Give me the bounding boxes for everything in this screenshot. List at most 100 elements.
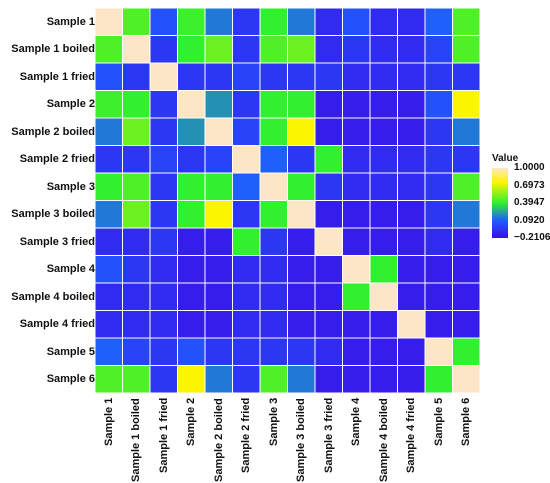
heatmap-cell [287, 90, 316, 119]
heatmap-cell [94, 310, 123, 339]
heatmap-cell [259, 282, 288, 311]
heatmap-cell [122, 117, 151, 146]
heatmap-cell [149, 227, 178, 256]
heatmap-cell [397, 117, 426, 146]
heatmap-cell [204, 282, 233, 311]
heatmap-cell [314, 337, 343, 366]
heatmap-cell [259, 90, 288, 119]
heatmap-cell [94, 200, 123, 229]
heatmap-cell [177, 200, 206, 229]
heatmap-cell [342, 172, 371, 201]
heatmap-cell [342, 90, 371, 119]
column-label: Sample 3 [267, 397, 280, 446]
heatmap-cell [369, 227, 398, 256]
heatmap-cell [122, 310, 151, 339]
heatmap-cell [452, 90, 481, 119]
heatmap-cell [397, 145, 426, 174]
heatmap-cell [424, 90, 453, 119]
heatmap-cell [287, 200, 316, 229]
heatmap-cell [369, 365, 398, 394]
heatmap-cell [424, 62, 453, 91]
heatmap-cell [369, 337, 398, 366]
heatmap-cell [94, 145, 123, 174]
heatmap-cell [287, 7, 316, 36]
column-label: Sample 5 [432, 397, 445, 446]
heatmap-cell [397, 62, 426, 91]
heatmap-cell [397, 310, 426, 339]
heatmap-cell [424, 282, 453, 311]
heatmap-cell [122, 62, 151, 91]
row-label: Sample 2 fried [19, 153, 95, 166]
heatmap-cell [259, 172, 288, 201]
column-label: Sample 2 boiled [212, 398, 225, 482]
heatmap-cell [342, 310, 371, 339]
heatmap-cell [369, 200, 398, 229]
heatmap-cell [122, 200, 151, 229]
heatmap-cell [369, 310, 398, 339]
heatmap-cell [424, 310, 453, 339]
heatmap-cell [177, 7, 206, 36]
heatmap-cell [204, 337, 233, 366]
heatmap-cell [122, 90, 151, 119]
heatmap-cell [177, 337, 206, 366]
column-label: Sample 3 fried [322, 397, 335, 473]
heatmap-cell [204, 227, 233, 256]
heatmap-cell [452, 117, 481, 146]
heatmap-cell [177, 117, 206, 146]
heatmap-cell [177, 227, 206, 256]
heatmap-cell [397, 227, 426, 256]
heatmap-cell [177, 145, 206, 174]
heatmap-cell [149, 310, 178, 339]
heatmap-cell [369, 7, 398, 36]
heatmap-cell [259, 35, 288, 64]
legend-colorbar [492, 168, 508, 238]
heatmap-cells [94, 7, 481, 394]
heatmap-cell [94, 255, 123, 284]
heatmap-cell [369, 282, 398, 311]
heatmap-cell [232, 7, 261, 36]
heatmap-cell [232, 62, 261, 91]
heatmap-cell [177, 282, 206, 311]
heatmap-cell [369, 172, 398, 201]
heatmap-cell [94, 365, 123, 394]
heatmap-cell [314, 282, 343, 311]
heatmap-cell [204, 200, 233, 229]
heatmap-cell [122, 35, 151, 64]
heatmap-cell [342, 35, 371, 64]
heatmap-cell [122, 255, 151, 284]
heatmap-cell [314, 365, 343, 394]
heatmap-cell [122, 145, 151, 174]
heatmap-cell [204, 117, 233, 146]
heatmap-cell [177, 172, 206, 201]
legend-title: Value [492, 153, 519, 164]
column-label: Sample 2 [185, 397, 198, 446]
heatmap-cell [287, 117, 316, 146]
heatmap-cell [259, 310, 288, 339]
row-label: Sample 3 fried [19, 235, 95, 248]
heatmap-cell [342, 337, 371, 366]
heatmap-cell [369, 117, 398, 146]
heatmap-cell [149, 145, 178, 174]
legend-tick-label: 0.0920 [514, 214, 545, 226]
row-label: Sample 5 [46, 345, 95, 358]
heatmap-cell [232, 90, 261, 119]
heatmap-cell [177, 310, 206, 339]
heatmap-cell [94, 90, 123, 119]
heatmap-cell [122, 227, 151, 256]
heatmap-cell [232, 310, 261, 339]
heatmap-cell [204, 255, 233, 284]
heatmap-cell [452, 145, 481, 174]
heatmap-cell [287, 35, 316, 64]
heatmap-cell [452, 7, 481, 36]
heatmap-cell [122, 7, 151, 36]
heatmap-cell [287, 282, 316, 311]
row-label: Sample 4 boiled [11, 290, 95, 303]
heatmap-cell [259, 337, 288, 366]
heatmap-cell [177, 35, 206, 64]
heatmap-cell [452, 227, 481, 256]
column-label: Sample 3 boiled [295, 398, 308, 482]
heatmap-cell [94, 337, 123, 366]
heatmap-cell [149, 117, 178, 146]
